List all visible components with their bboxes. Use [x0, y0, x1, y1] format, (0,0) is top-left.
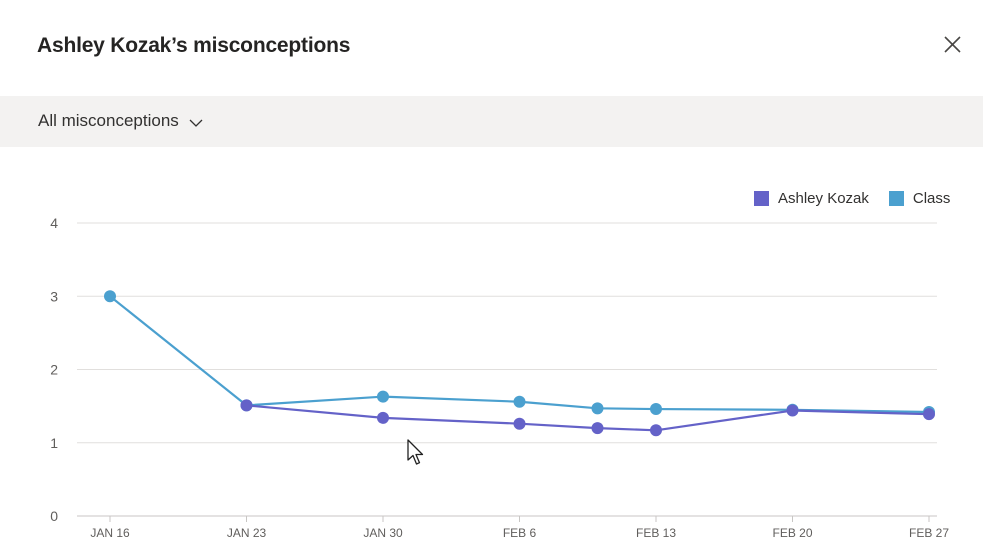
x-tick-label: FEB 6: [503, 526, 537, 540]
legend-item-ashley[interactable]: Ashley Kozak: [754, 190, 869, 207]
legend-swatch-class: [888, 191, 904, 206]
y-tick-label: 3: [50, 288, 58, 304]
series-line-class: [109, 295, 930, 414]
y-tick-label: 4: [50, 215, 58, 231]
misconception-filter-dropdown[interactable]: All misconceptions: [38, 108, 203, 134]
y-tick-label: 2: [50, 362, 58, 378]
data-point-ashley: [650, 424, 662, 437]
x-tick-label: JAN 23: [227, 526, 267, 540]
dialog-title: Ashley Kozak’s misconceptions: [37, 34, 351, 57]
filter-selected-label: All misconceptions: [38, 111, 179, 130]
data-point-ashley: [923, 408, 935, 421]
series-line-ashley: [246, 404, 930, 432]
chevron-down-icon: [189, 119, 203, 127]
legend-item-class[interactable]: Class: [888, 190, 951, 207]
y-tick-label: 1: [50, 435, 58, 451]
legend-swatch-ashley: [754, 191, 769, 206]
x-tick-label: FEB 27: [909, 526, 949, 540]
mouse-pointer-icon: [407, 439, 424, 465]
close-button[interactable]: [938, 30, 968, 60]
data-point-ashley: [786, 404, 799, 417]
x-tick-label: JAN 30: [363, 526, 403, 540]
legend-label-ashley: Ashley Kozak: [778, 190, 869, 207]
x-tick-label: FEB 13: [636, 526, 676, 540]
close-icon[interactable]: [938, 30, 968, 60]
data-point-class: [591, 402, 604, 415]
data-point-class: [650, 403, 662, 416]
y-tick-label: 0: [50, 508, 58, 524]
chart-legend: Ashley Kozak Class: [754, 190, 950, 207]
data-point-ashley: [513, 417, 526, 430]
x-tick-label: FEB 20: [772, 526, 812, 540]
legend-label-class: Class: [912, 190, 951, 207]
misconceptions-line-chart: 0 1 2 3 4 JAN 16 JAN 23 JAN 30 FEB 6 FEB 13 FEB 20…: [50, 215, 949, 540]
data-point-class: [513, 395, 526, 408]
data-point-class: [104, 290, 116, 303]
data-point-class: [377, 390, 389, 403]
data-point-ashley: [240, 399, 253, 412]
data-point-ashley: [377, 411, 389, 424]
data-point-ashley: [591, 422, 604, 435]
x-tick-label: JAN 16: [90, 526, 130, 540]
filter-bar: All misconceptions: [0, 96, 983, 147]
